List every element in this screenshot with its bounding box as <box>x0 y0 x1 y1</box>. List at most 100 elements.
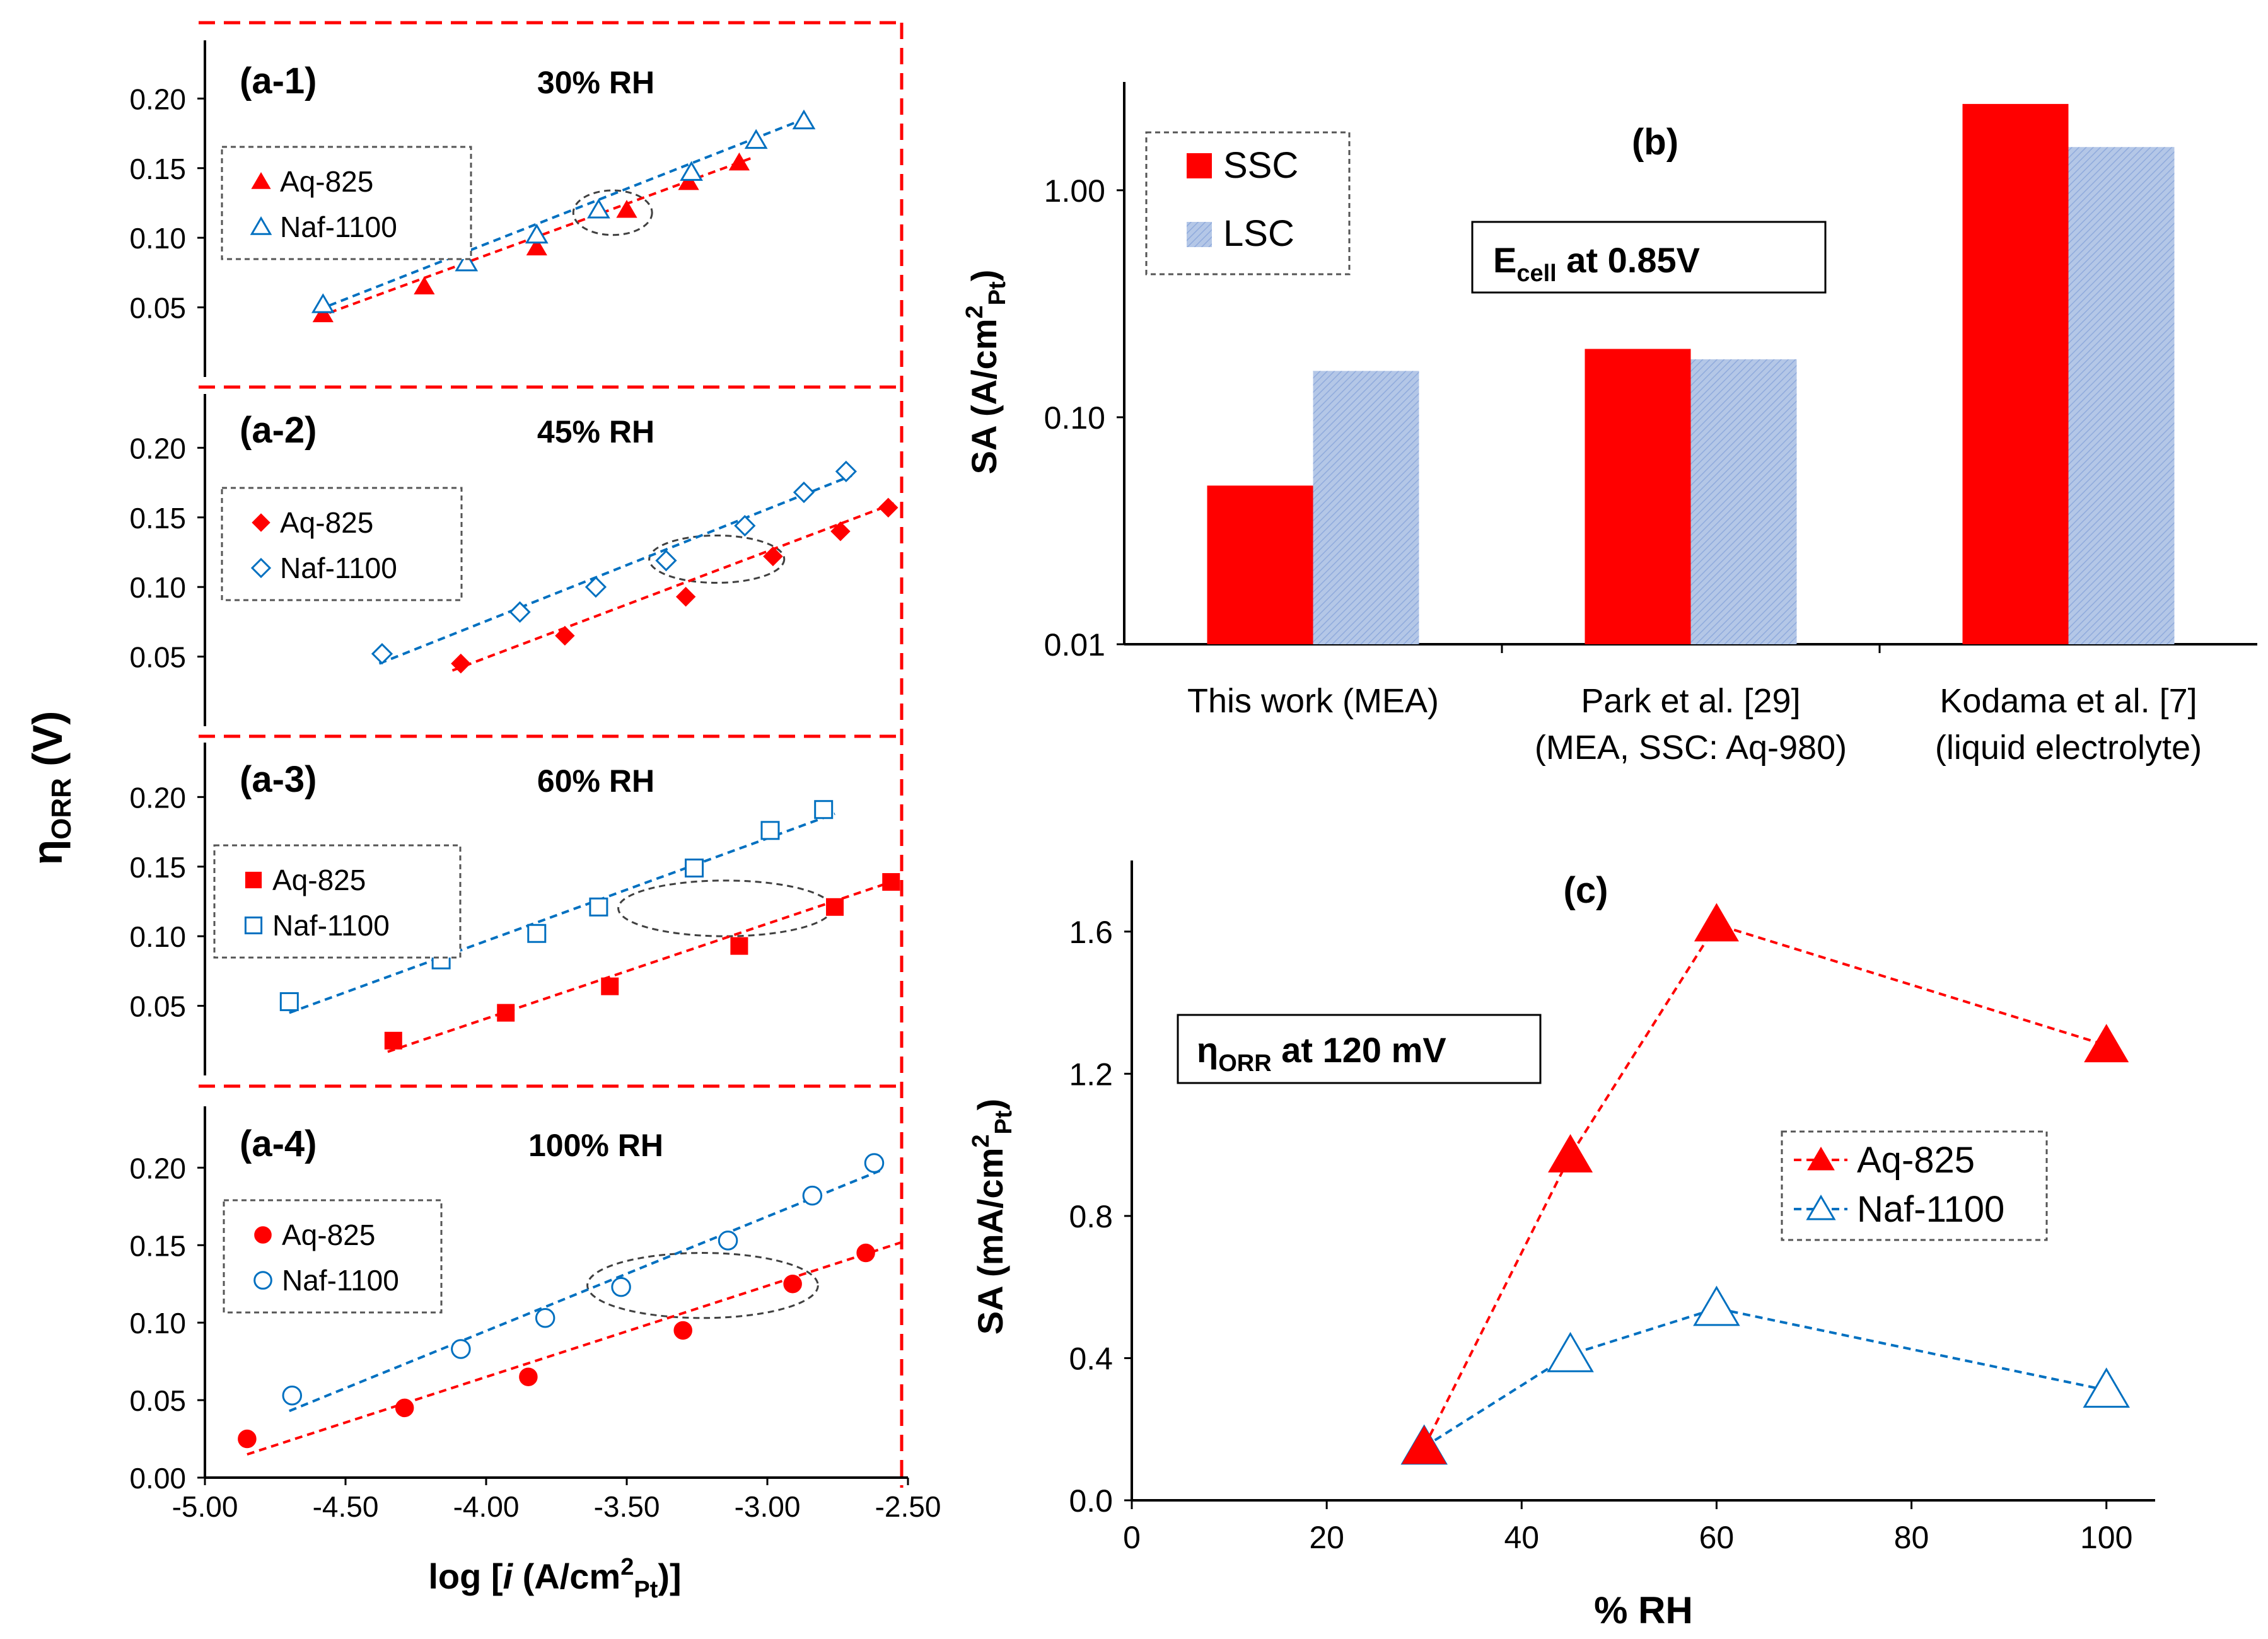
a-x-tick-label: -4.00 <box>453 1490 520 1523</box>
data-point-naf <box>718 1231 738 1251</box>
data-point-naf <box>527 924 547 943</box>
data-point-aq <box>414 276 435 294</box>
data-point-aq <box>2084 1024 2129 1063</box>
b-y-label-main: SA (A/cm <box>964 318 1004 474</box>
a-x-label-unit: (A/cm <box>513 1556 620 1596</box>
bar-ssc <box>1207 485 1313 644</box>
data-point-aq <box>826 898 844 916</box>
a-y-tick-label: 0.05 <box>129 641 186 674</box>
legend-swatch-lsc <box>1187 222 1212 247</box>
panel-a3: 0.05 0.10 0.15 0.20 (a-3) 60% RH Aq-825 Naf-110… <box>129 743 900 1075</box>
a-y-tick-label: 0.10 <box>129 920 186 953</box>
a-legend-frame <box>213 844 462 959</box>
panel-b: 0.01 0.10 1.00 This work (MEA) Park et al. [… <box>1044 82 2257 767</box>
a-y-label-main: η <box>24 840 71 865</box>
a-x-tick-label: -4.50 <box>313 1490 379 1523</box>
a-x-label-post: )] <box>658 1556 681 1596</box>
c-y-tick-label: 1.2 <box>1069 1057 1113 1092</box>
data-point-naf <box>587 199 610 219</box>
panel-a2: 0.05 0.10 0.15 0.20 (a-2) 45% RH Aq-825 Naf-110… <box>129 394 898 726</box>
data-point-naf <box>311 293 335 313</box>
c-ann-sub: ORR <box>1218 1050 1271 1077</box>
fit-line-naf <box>289 812 835 1014</box>
a-y-tick-label: 0.15 <box>129 851 186 884</box>
data-point-aq <box>1694 903 1739 942</box>
data-point-aq <box>763 546 783 567</box>
comparison-ellipse <box>586 1252 819 1319</box>
data-point-aq <box>312 304 334 323</box>
b-y-tick-label: 0.10 <box>1044 400 1105 436</box>
data-point-aq <box>238 1429 257 1449</box>
a-x-tick-label: -2.50 <box>875 1490 941 1523</box>
a-x-label-i: i <box>503 1556 514 1596</box>
c-y-tick-label: 1.6 <box>1069 915 1113 950</box>
legend-label: Naf-1100 <box>1857 1189 2004 1230</box>
c-x-tick-label: 60 <box>1699 1520 1735 1555</box>
fit-line-aq <box>451 502 895 672</box>
data-point-aq <box>384 1031 402 1050</box>
b-legend-frame <box>1145 131 1351 275</box>
data-point-aq <box>678 171 699 190</box>
data-point-naf <box>535 1308 555 1328</box>
data-point-aq <box>673 1321 692 1340</box>
a-panel-label: (a-4) <box>240 1123 317 1164</box>
c-annotation-box: ηORR at 120 mV <box>1177 1014 1542 1084</box>
b-category-label: This work (MEA) <box>1187 682 1439 720</box>
b-annotation-box: Ecell at 0.85V <box>1471 221 1827 294</box>
data-point-naf <box>685 858 704 877</box>
data-point-aq <box>728 152 750 171</box>
fit-line-naf <box>378 474 852 665</box>
data-point-naf <box>509 601 531 623</box>
fit-line-aq <box>387 877 900 1053</box>
data-point-naf <box>371 643 393 665</box>
legend-marker <box>1806 1195 1836 1220</box>
legend-label: Aq-825 <box>1857 1140 1975 1181</box>
a-x-label-sub: Pt <box>634 1577 658 1603</box>
legend-label: Naf-1100 <box>272 909 390 942</box>
data-point-naf <box>279 992 299 1011</box>
legend-marker <box>250 557 272 579</box>
bar-ssc <box>1962 103 2069 644</box>
panel-a4: 0.00 0.05 0.10 0.15 0.20 -5.00 -4.50 -4.00 -3.50… <box>129 1106 941 1523</box>
comparison-ellipse <box>617 879 834 937</box>
data-point-aq <box>856 1243 875 1263</box>
a-panel-title: 45% RH <box>537 414 654 449</box>
comparison-ellipse <box>572 189 653 236</box>
panel-a1: 0.05 0.10 0.15 0.20 (a-1) 30% RH Aq-825 Naf-110… <box>129 40 816 377</box>
a-y-tick-label: 0.10 <box>129 571 186 604</box>
b-category-label: (MEA, SSC: Aq-980) <box>1535 729 1847 767</box>
b-panel-label: (b) <box>1632 122 1678 163</box>
a-panel-title: 100% RH <box>528 1128 663 1163</box>
legend-label: Aq-825 <box>282 1219 375 1251</box>
a-y-tick-label: 0.05 <box>129 990 186 1023</box>
b-category-label: Kodama et al. [7] <box>1939 682 2197 720</box>
b-ann-post: at 0.85V <box>1557 240 1700 280</box>
a-panel-label: (a-3) <box>240 759 317 800</box>
data-point-aq <box>1548 1134 1593 1173</box>
legend-label: Aq-825 <box>272 864 366 896</box>
bar-lsc <box>1313 371 1419 644</box>
b-ann-main: E <box>1493 240 1516 280</box>
legend-swatch-ssc <box>1187 153 1212 178</box>
c-x-tick-label: 80 <box>1894 1520 1929 1555</box>
data-point-naf <box>451 1339 471 1359</box>
legend-marker <box>253 1271 272 1290</box>
c-x-tick-label: 40 <box>1504 1520 1539 1555</box>
c-annotation-frame <box>1177 1014 1542 1084</box>
data-point-aq <box>519 1367 538 1386</box>
data-point-naf <box>2083 1367 2130 1408</box>
b-y-axis-label: SA (A/cm2Pt) <box>962 270 1011 475</box>
a-y-tick-label: 0.20 <box>129 781 186 814</box>
legend-marker <box>254 1226 272 1244</box>
data-point-aq <box>783 1274 802 1294</box>
a-panel-label: (a-1) <box>240 61 317 101</box>
a-y-tick-label: 0.10 <box>129 222 186 255</box>
data-point-aq <box>616 200 637 218</box>
legend-label: Aq-825 <box>280 165 373 198</box>
data-point-aq <box>555 625 575 646</box>
c-panel-label: (c) <box>1564 870 1608 911</box>
comparison-ellipse <box>648 534 786 584</box>
legend-marker <box>1807 1147 1835 1171</box>
legend-label: LSC <box>1223 213 1294 254</box>
